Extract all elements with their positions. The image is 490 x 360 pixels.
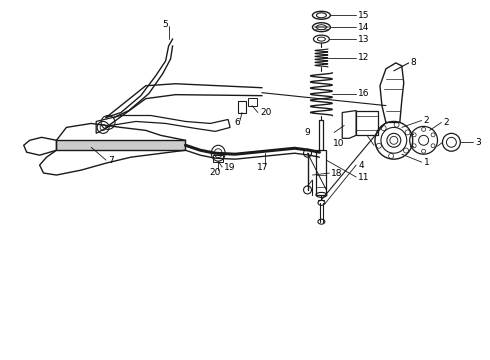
Bar — [213, 155, 223, 162]
Text: 20: 20 — [210, 167, 221, 176]
Text: 4: 4 — [358, 161, 364, 170]
Bar — [356, 111, 378, 135]
Text: 9: 9 — [305, 128, 310, 137]
Text: 19: 19 — [224, 163, 236, 172]
Bar — [238, 100, 246, 113]
Text: 20: 20 — [260, 108, 271, 117]
Text: 11: 11 — [358, 172, 369, 181]
Text: 18: 18 — [331, 168, 343, 177]
Text: 15: 15 — [358, 11, 369, 20]
Text: 6: 6 — [234, 118, 240, 127]
Text: 7: 7 — [108, 156, 114, 165]
Bar — [356, 116, 378, 130]
Bar — [56, 140, 185, 150]
Bar — [248, 98, 257, 105]
Text: 3: 3 — [475, 138, 481, 147]
Text: 2: 2 — [443, 118, 449, 127]
Text: 12: 12 — [358, 53, 369, 62]
Bar — [317, 150, 326, 195]
Text: 10: 10 — [333, 139, 344, 148]
Text: 13: 13 — [358, 35, 369, 44]
Text: 1: 1 — [424, 158, 429, 167]
Text: 17: 17 — [257, 163, 269, 172]
Text: 14: 14 — [358, 23, 369, 32]
Text: 5: 5 — [163, 20, 169, 29]
Text: 8: 8 — [411, 58, 416, 67]
Text: 2: 2 — [424, 116, 429, 125]
Text: 16: 16 — [358, 89, 369, 98]
